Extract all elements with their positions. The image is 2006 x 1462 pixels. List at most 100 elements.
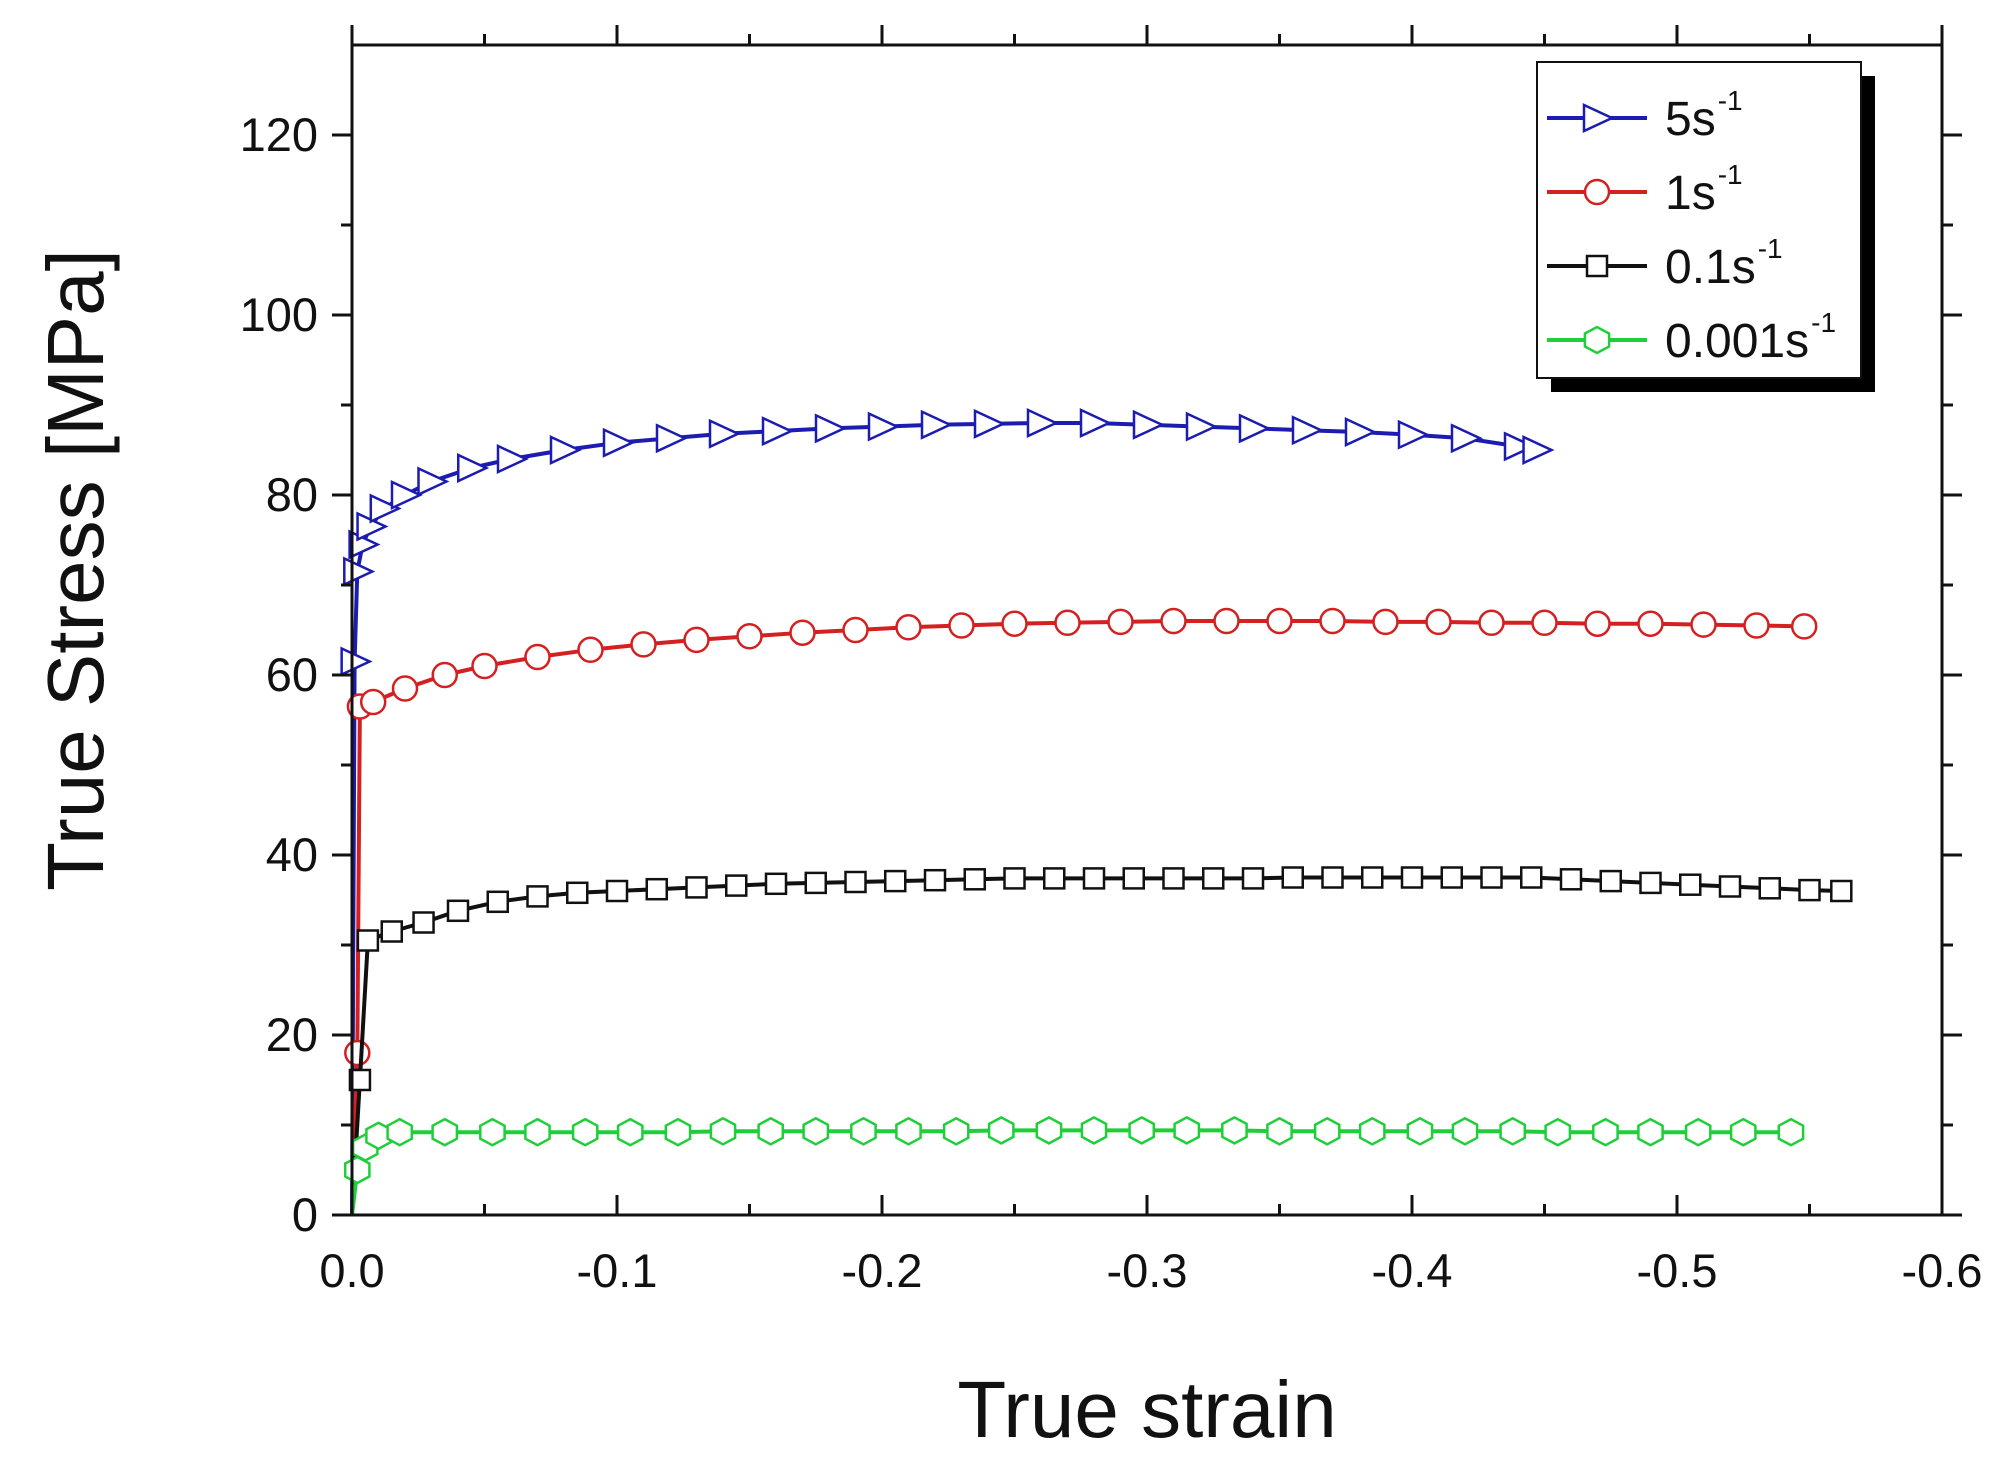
data-point-0p1s (1679, 873, 1702, 896)
data-point-0p1s (1400, 866, 1424, 889)
data-point-5s (920, 409, 953, 440)
data-point-0p001s (386, 1117, 414, 1147)
data-point-0p001s (1313, 1116, 1341, 1146)
series-5s (340, 408, 1555, 1216)
data-point-0p1s (1122, 867, 1145, 890)
data-point-0p001s (524, 1117, 551, 1147)
data-point-1s (1213, 607, 1240, 635)
data-point-1s (842, 616, 869, 644)
data-point-5s (496, 444, 529, 474)
data-point-5s (602, 427, 635, 458)
legend-item-5s: 5s -1 (1547, 85, 1743, 146)
data-point-5s (457, 453, 490, 483)
x-axis-label: True strain (957, 1365, 1336, 1454)
x-tick-label: -0.4 (1372, 1244, 1453, 1297)
data-point-0p001s (802, 1116, 830, 1146)
data-point-5s (1132, 409, 1165, 440)
data-point-0p1s (645, 877, 668, 901)
data-point-0p001s (1221, 1115, 1248, 1145)
data-point-5s (1344, 417, 1377, 447)
data-point-0p1s (1003, 867, 1026, 890)
axes-layer: 0.0 -0.1 -0.2 -0.3 -0.4 -0.5 -0.6 0 20 40 60 80 100 1… (31, 25, 1983, 1454)
data-point-5s (867, 411, 900, 442)
data-point-5s (761, 416, 794, 447)
data-point-1s (683, 626, 710, 654)
x-tick-label: -0.6 (1902, 1244, 1983, 1297)
data-point-0p001s (1777, 1117, 1805, 1147)
data-point-0p001s (1684, 1117, 1712, 1147)
x-tick-label: -0.2 (842, 1244, 923, 1297)
data-point-5s (655, 423, 688, 454)
data-point-0p1s (1520, 866, 1543, 889)
y-tick-label: 0 (292, 1188, 318, 1241)
data-point-1s (630, 631, 657, 658)
data-point-5s (1291, 415, 1324, 446)
data-point-0p1s (1440, 866, 1463, 889)
data-point-0p1s (1718, 875, 1742, 898)
data-point-0p1s (446, 899, 470, 923)
legend-swatch-marker (1582, 103, 1615, 133)
y-tick-label: 60 (266, 648, 318, 701)
data-point-0p1s (1082, 867, 1106, 890)
y-tick-label: 100 (240, 288, 318, 341)
data-point-0p001s (1358, 1116, 1386, 1146)
legend-item-0p001s: 0.001s -1 (1547, 307, 1836, 368)
data-point-1s (344, 1039, 371, 1067)
data-point-0p1s (884, 869, 907, 893)
data-point-1s (1372, 608, 1399, 636)
series-0p1s (348, 866, 1853, 1216)
data-point-0p1s (1281, 866, 1304, 889)
data-point-5s (369, 493, 402, 524)
series-line-0p001s (350, 1128, 1791, 1216)
legend-swatch-marker (1583, 178, 1611, 206)
data-point-1s (1637, 610, 1664, 637)
data-point-5s (1503, 431, 1536, 462)
data-point-0p001s (709, 1116, 737, 1146)
data-point-0p1s (526, 885, 549, 908)
data-point-1s (948, 612, 975, 639)
x-tick-label: -0.5 (1637, 1244, 1718, 1297)
data-point-0p001s (987, 1115, 1015, 1145)
data-point-0p001s (664, 1117, 692, 1147)
legend-swatch-marker (1585, 254, 1609, 278)
data-point-0p001s (616, 1117, 644, 1147)
data-point-5s (1522, 435, 1555, 465)
data-point-0p1s (1798, 878, 1821, 902)
data-point-0p1s (566, 881, 589, 905)
legend-label-superscript: -1 (1811, 307, 1836, 338)
series-layer (340, 408, 1853, 1216)
y-tick-label: 80 (266, 468, 318, 521)
legend-label-superscript: -1 (1758, 233, 1783, 264)
data-point-0p001s (942, 1116, 970, 1146)
data-point-0p1s (380, 920, 403, 943)
data-point-1s (471, 652, 498, 680)
legend-label: 0.001s (1665, 315, 1809, 368)
data-point-0p1s (605, 879, 629, 903)
data-point-5s (417, 466, 450, 497)
y-tick-label: 40 (266, 828, 318, 881)
data-point-0p1s (1162, 867, 1185, 890)
data-point-0p1s (1202, 867, 1225, 890)
data-point-1s (1531, 609, 1558, 637)
data-point-0p1s (1639, 871, 1662, 895)
legend-label: 1s (1665, 167, 1716, 220)
legend-label: 0.1s (1665, 241, 1756, 294)
data-point-0p1s (1599, 869, 1622, 893)
legend-label: 5s (1665, 93, 1716, 146)
data-point-0p1s (1480, 866, 1503, 889)
series-0p001s (343, 1115, 1805, 1216)
data-point-1s (1054, 609, 1081, 637)
data-point-0p1s (685, 876, 708, 899)
y-tick-label: 120 (240, 108, 318, 161)
data-point-0p1s (804, 871, 827, 895)
data-point-1s (431, 661, 458, 689)
data-point-0p1s (923, 868, 947, 892)
data-point-0p1s (412, 911, 435, 934)
data-point-0p1s (963, 868, 986, 891)
data-point-0p001s (431, 1117, 459, 1147)
data-point-1s (789, 619, 816, 646)
data-point-0p1s (1830, 879, 1853, 903)
x-tick-label: 0.0 (319, 1244, 384, 1297)
